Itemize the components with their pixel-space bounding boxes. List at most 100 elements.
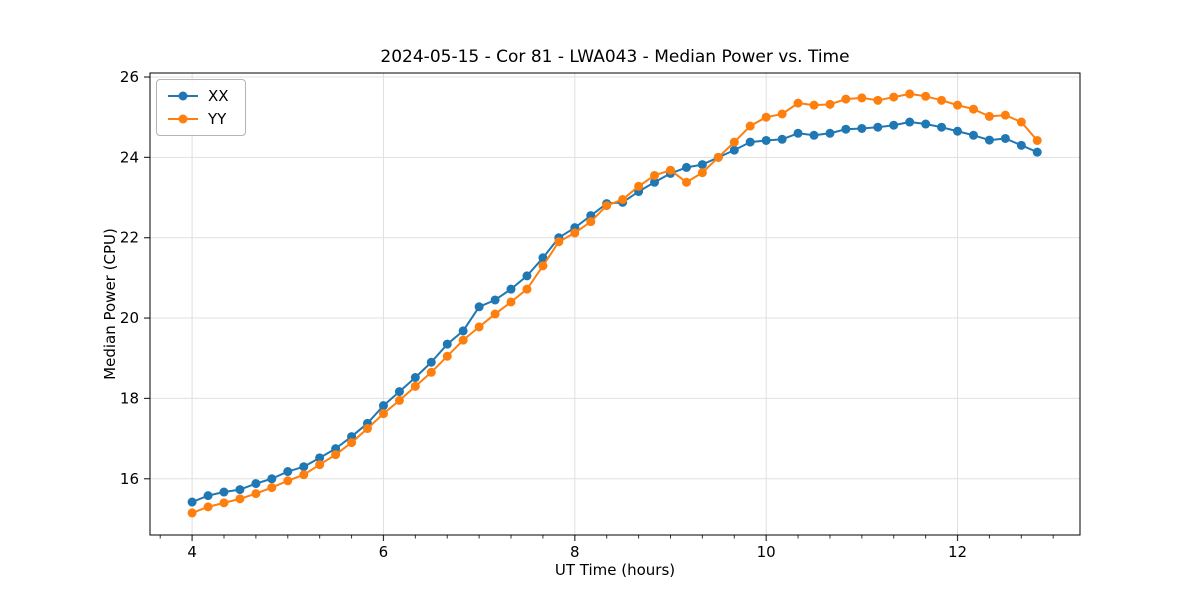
legend-label-yy: YY (208, 110, 227, 128)
y-tick-label: 16 (120, 470, 139, 488)
series-xx-marker (1016, 140, 1026, 150)
series-yy-marker (650, 170, 660, 180)
series-yy-marker (889, 92, 899, 102)
series-yy-marker (634, 181, 644, 191)
series-yy-marker (315, 460, 325, 470)
series-xx-marker (490, 295, 500, 305)
series-yy-marker (283, 476, 293, 486)
series-yy-marker (362, 424, 372, 434)
series-xx-marker (299, 462, 309, 472)
series-xx-marker (394, 387, 404, 397)
series-yy-marker (458, 335, 468, 345)
series-xx (187, 117, 1042, 507)
series-xx-marker (937, 122, 947, 132)
series-xx-marker (203, 491, 213, 501)
gridlines (150, 73, 1080, 535)
series-xx-marker (251, 479, 261, 489)
x-tick-label: 4 (187, 543, 197, 561)
series-yy-marker (825, 99, 835, 109)
series-xx-line (191, 121, 1039, 504)
series-yy-marker (506, 297, 516, 307)
series-xx-marker (809, 130, 819, 140)
x-tick-label: 6 (379, 543, 389, 561)
series-yy-marker (554, 237, 564, 247)
series-xx-marker (825, 128, 835, 138)
series-yy-marker (299, 470, 309, 480)
series-xx-marker (426, 357, 436, 367)
series-yy-marker (745, 121, 755, 131)
plot-spines (149, 72, 1081, 536)
y-tick-label: 20 (120, 309, 139, 327)
x-axis-label: UT Time (hours) (554, 561, 676, 579)
series-xx-marker (857, 123, 867, 133)
y-tick-label: 24 (120, 148, 139, 166)
series-yy-marker (761, 112, 771, 122)
series-xx-marker (889, 120, 899, 130)
series-yy-marker (953, 100, 963, 110)
legend-marker-yy-icon (167, 113, 199, 125)
series-xx-marker (921, 119, 931, 129)
series-xx-marker (697, 160, 707, 170)
axis-ticks (144, 76, 1054, 541)
series-yy-marker (937, 95, 947, 105)
series-yy-marker (187, 508, 197, 518)
series-yy-marker (793, 98, 803, 108)
series-yy-marker (841, 94, 851, 104)
series-xx-marker (219, 487, 229, 497)
series-yy-marker (713, 152, 723, 162)
series-yy-marker (729, 137, 739, 147)
series-xx-marker (650, 177, 660, 187)
series-yy-marker (969, 104, 979, 114)
series-yy-marker (984, 111, 994, 121)
series-yy-marker (378, 409, 388, 419)
series-yy-marker (267, 483, 277, 493)
series-xx-marker (761, 135, 771, 145)
y-tick-label: 22 (120, 229, 139, 247)
series-xx-marker (841, 124, 851, 134)
series-yy-marker (235, 494, 245, 504)
series-yy-marker (857, 93, 867, 103)
series-yy-marker (1016, 117, 1026, 127)
series-yy-marker (921, 91, 931, 101)
series-xx-marker (538, 253, 548, 263)
series-xx-marker (315, 453, 325, 463)
series-yy-line (191, 92, 1039, 514)
series-yy-marker (697, 168, 707, 178)
series-yy-marker (219, 498, 229, 508)
y-axis-label: Median Power (CPU) (101, 228, 119, 380)
series-yy-marker (873, 95, 883, 105)
series-yy (187, 89, 1042, 518)
series-yy-marker (665, 165, 675, 175)
x-tick-label: 10 (757, 543, 776, 561)
series-xx-marker (793, 128, 803, 138)
legend-marker-xx-icon (167, 90, 199, 102)
series-xx-marker (1032, 147, 1042, 157)
series-xx-marker (953, 126, 963, 136)
series-yy-marker (586, 217, 596, 227)
series-xx-marker (873, 122, 883, 132)
series-xx-marker (1000, 133, 1010, 143)
legend-label-xx: XX (208, 87, 229, 105)
series-yy-marker (570, 228, 580, 238)
y-tick-label: 18 (120, 389, 139, 407)
series-xx-marker (410, 373, 420, 383)
series-yy-marker (905, 89, 915, 99)
series-xx-marker (187, 497, 197, 507)
tick-labels: 4 6 8 10 12 16 18 20 22 24 26 (120, 68, 967, 561)
series-yy-marker (777, 109, 787, 119)
series-yy-marker (394, 395, 404, 405)
series-xx-marker (905, 117, 915, 127)
series-xx-marker (745, 137, 755, 147)
series-yy-marker (809, 100, 819, 110)
legend-item-xx: XX (167, 87, 229, 105)
series-xx-marker (969, 130, 979, 140)
series-xx-marker (522, 271, 532, 281)
legend-item-yy: YY (167, 110, 229, 128)
series-xx-marker (442, 339, 452, 349)
series-yy-marker (203, 502, 213, 512)
series-yy-marker (522, 284, 532, 294)
x-tick-label: 12 (948, 543, 967, 561)
series-xx-marker (378, 401, 388, 411)
series-yy-marker (681, 177, 691, 187)
